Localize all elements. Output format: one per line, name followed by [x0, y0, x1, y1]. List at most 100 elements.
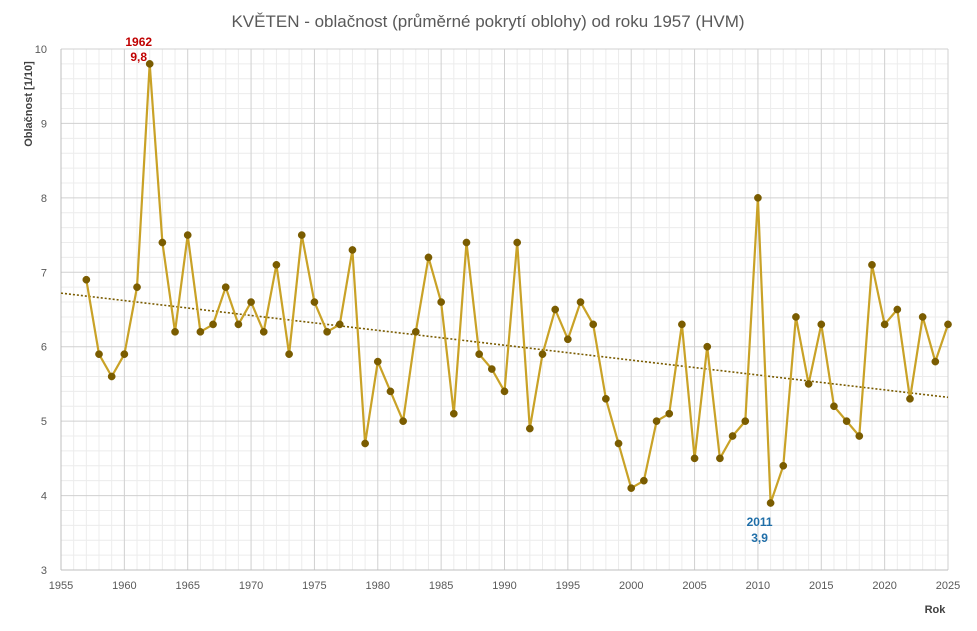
data-point: [247, 298, 255, 306]
data-point: [766, 499, 775, 507]
x-tick-label: 1985: [429, 580, 453, 592]
y-tick-label: 10: [35, 44, 47, 56]
data-point: [652, 417, 661, 425]
x-tick-label: 1955: [49, 580, 73, 592]
data-point: [627, 484, 636, 492]
x-tick-label: 1960: [112, 580, 136, 592]
data-point: [589, 320, 598, 329]
x-axis-label: Rok: [925, 604, 947, 616]
data-point: [82, 275, 91, 284]
data-point: [145, 60, 154, 68]
data-point: [196, 327, 205, 336]
data-point: [538, 350, 547, 359]
data-point: [462, 238, 471, 247]
x-tick-label: 1990: [492, 580, 516, 592]
data-point: [918, 313, 927, 321]
data-point: [690, 454, 699, 463]
data-point: [931, 357, 940, 366]
data-point: [855, 432, 864, 440]
data-point: [272, 260, 281, 269]
annotation-value-label: 3,9: [751, 531, 768, 545]
data-point: [475, 350, 484, 359]
x-tick-label: 1980: [366, 580, 390, 592]
data-point: [614, 439, 623, 448]
data-point: [525, 424, 534, 433]
data-point: [171, 327, 179, 336]
data-point: [449, 409, 458, 418]
x-tick-label: 2010: [746, 580, 770, 592]
axes: 1955 1960 1965 1970 1975 1980 1985 1990 1995 2000…: [35, 44, 960, 592]
x-tick-label: 1970: [239, 580, 263, 592]
data-point: [158, 238, 167, 247]
data-point: [792, 313, 800, 321]
data-point: [602, 394, 610, 403]
y-tick-label: 4: [41, 491, 47, 503]
data-point: [678, 320, 686, 329]
x-tick-label: 2015: [809, 580, 833, 592]
x-tick-label: 2025: [936, 580, 960, 592]
data-point: [741, 417, 750, 425]
data-point: [361, 439, 369, 448]
data-point: [487, 365, 496, 373]
data-point: [183, 231, 192, 239]
x-tick-label: 1995: [556, 580, 580, 592]
data-point: [703, 342, 712, 351]
data-point: [500, 387, 509, 396]
data-point: [424, 253, 433, 262]
y-axis-label: Oblačnost [1/10]: [23, 61, 35, 147]
data-point: [386, 387, 395, 396]
data-point: [285, 350, 293, 359]
data-point: [551, 305, 560, 314]
data-point: [221, 283, 230, 292]
data-point: [95, 350, 103, 359]
data-point: [906, 394, 914, 403]
data-point: [310, 298, 319, 306]
data-point: [234, 320, 243, 329]
x-tick-label: 2000: [619, 580, 643, 592]
x-tick-label: 1975: [302, 580, 326, 592]
x-tick-label: 2020: [872, 580, 896, 592]
data-point: [437, 298, 445, 306]
y-tick-label: 8: [41, 193, 47, 205]
data-point: [640, 476, 648, 485]
data-point: [842, 417, 851, 425]
data-point: [944, 320, 952, 329]
y-tick-label: 9: [41, 118, 47, 130]
data-point: [411, 327, 420, 336]
y-tick-label: 6: [41, 342, 47, 354]
trendline-group: [60, 292, 949, 399]
annotation-year-label: 1962: [125, 35, 152, 49]
data-point: [513, 238, 522, 247]
data-point: [804, 380, 813, 388]
y-tick-label: 3: [41, 565, 47, 577]
y-tick-label: 7: [41, 267, 47, 279]
data-point: [754, 194, 762, 202]
data-point: [880, 320, 889, 329]
data-point: [209, 320, 217, 329]
trendline: [60, 292, 949, 399]
x-tick-label: 2005: [682, 580, 706, 592]
data-point: [830, 402, 838, 411]
data-point: [297, 231, 306, 239]
data-point: [348, 246, 357, 254]
data-point: [868, 260, 876, 269]
data-point: [120, 350, 129, 359]
data-point: [728, 432, 737, 440]
data-point: [564, 335, 572, 344]
data-point: [779, 461, 788, 470]
data-point: [893, 305, 902, 314]
data-point: [133, 283, 141, 292]
data-point: [716, 454, 724, 463]
data-point: [399, 417, 407, 425]
chart-title: KVĚTEN - oblačnost (průměrné pokrytí obl…: [231, 12, 744, 31]
data-point: [107, 372, 116, 381]
data-point: [259, 327, 268, 336]
annotation-year-label: 2011: [747, 515, 773, 529]
data-point: [817, 320, 826, 329]
series-group: [82, 60, 952, 507]
data-point: [665, 409, 674, 418]
